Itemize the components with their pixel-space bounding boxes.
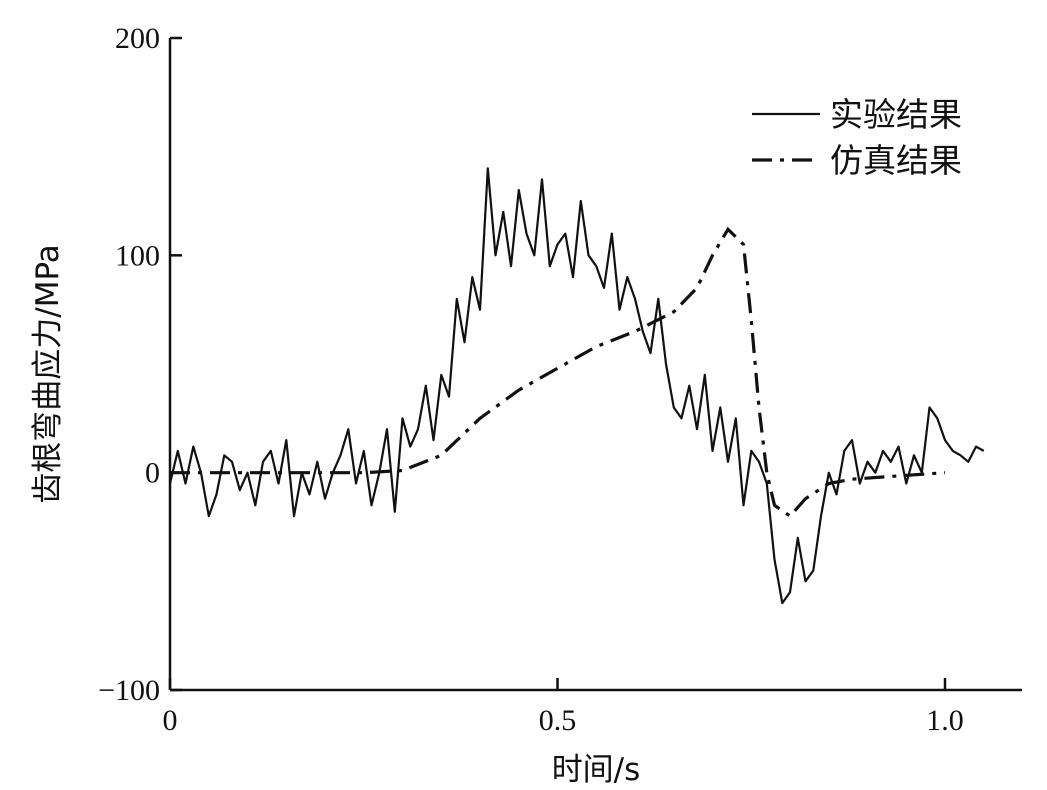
legend-label: 仿真结果 [830,141,962,180]
x-tick-label: 1.0 [926,704,964,737]
legend-label: 实验结果 [830,95,962,134]
ticks [168,36,947,692]
y-tick-label: 100 [115,239,160,272]
axes [168,38,1022,692]
x-tick-label: 0.5 [539,704,577,737]
y-tick-label: 200 [115,22,160,55]
y-tick-label: −100 [98,674,160,707]
series-line-experiment [168,167,985,605]
series-group [168,167,985,605]
y-axis-title: 齿根弯曲应力/MPa [30,244,66,504]
x-tick-label: 0 [163,704,178,737]
y-tick-label: 0 [145,457,160,490]
x-axis-title: 时间/s [552,752,641,788]
